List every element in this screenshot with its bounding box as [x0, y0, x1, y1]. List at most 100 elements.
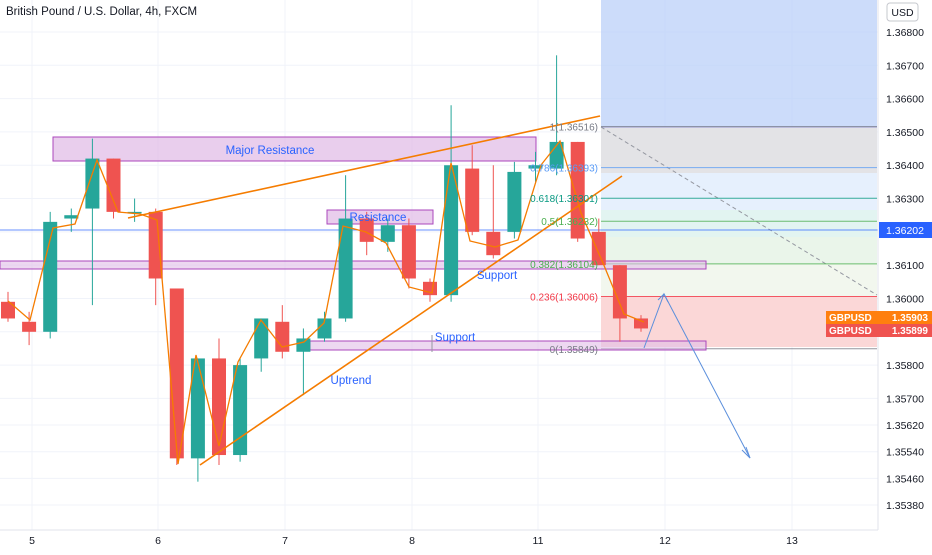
candle-body [127, 211, 142, 214]
support-upper-label: Support [477, 270, 518, 282]
fib-zone-gray [601, 127, 877, 173]
candle-down[interactable] [634, 315, 648, 332]
resistance-label: Resistance [350, 212, 407, 224]
candle-up[interactable] [338, 175, 353, 322]
candle-up[interactable] [64, 208, 79, 232]
candle-down[interactable] [22, 311, 37, 346]
candle-down[interactable] [359, 211, 374, 256]
price-tick-label: 1.35380 [886, 500, 924, 512]
uptrend-label: Uptrend [331, 375, 372, 387]
candle-body [591, 231, 606, 266]
arrow-head-icon [741, 446, 751, 459]
price-tick-label: 1.36800 [886, 27, 924, 39]
candle-body [212, 358, 226, 456]
time-axis-ticks[interactable]: 5 6 7 8 11 12 13 [29, 535, 798, 547]
candle-body [317, 318, 332, 339]
time-tick-label: 6 [155, 535, 161, 547]
candle-body [549, 141, 564, 169]
candle-up[interactable] [190, 358, 205, 482]
currency-button[interactable] [886, 2, 919, 22]
candle-body [64, 215, 79, 219]
candle-down[interactable] [1, 291, 15, 322]
marker-red-price: 1.35899 [892, 326, 929, 337]
arrow-peak-icon [657, 293, 669, 303]
candle-body [465, 168, 480, 232]
candle-body [1, 301, 15, 319]
candle-body [169, 288, 184, 459]
support-zone-upper[interactable] [0, 260, 707, 270]
upper-trendline[interactable] [127, 115, 601, 219]
time-tick-label: 13 [786, 535, 798, 547]
candle-down[interactable] [465, 145, 480, 236]
marker-orange [826, 311, 932, 324]
candle-up[interactable] [85, 138, 100, 306]
candle-body [612, 265, 627, 319]
fib-level-label: 0.786(1.36393) [530, 164, 598, 175]
candle-body [401, 225, 416, 279]
candle-up[interactable] [43, 211, 58, 339]
candle-down[interactable] [486, 165, 501, 259]
candle-body [106, 158, 121, 212]
fibonacci-labels: 1(1.36516) 0.786(1.36393) 0.618(1.36301) 0.… [530, 123, 598, 356]
price-tick-label: 1.35700 [886, 393, 924, 405]
candle-up[interactable] [444, 105, 459, 302]
price-tick-label: 1.36600 [886, 94, 924, 106]
candle-up[interactable] [317, 311, 332, 342]
candle-body [254, 318, 269, 359]
price-tick-label: 1.35540 [886, 447, 924, 459]
candle-body [338, 218, 353, 319]
fib-zone-teal [601, 210, 877, 237]
projection-blue-zone [601, 0, 877, 127]
candle-body [190, 358, 205, 459]
price-tick-label: 1.36700 [886, 60, 924, 72]
candle-body [43, 221, 58, 332]
time-tick-label: 12 [659, 535, 671, 547]
resistance-zone[interactable] [326, 209, 434, 225]
marker-red-symbol: GBPUSD [829, 326, 872, 337]
fib-level-label: 0.382(1.36104) [530, 260, 598, 271]
marker-red [826, 324, 932, 337]
time-tick-label: 8 [409, 535, 415, 547]
fib-level-label: 1(1.36516) [550, 123, 598, 134]
price-axis[interactable] [878, 0, 932, 550]
major-resistance-label: Major Resistance [226, 145, 315, 157]
fib-diagonal [600, 126, 878, 296]
swing-path [7, 139, 645, 465]
candle-up[interactable] [296, 328, 311, 396]
projection-zones [600, 0, 878, 347]
candle-down[interactable] [275, 305, 290, 359]
candle-body [85, 158, 100, 209]
candle-body [275, 321, 290, 352]
symbol-markers: GBPUSD 1.35903 GBPUSD 1.35899 [826, 311, 932, 337]
price-tick-label: 1.36300 [886, 194, 924, 206]
chart-title: British Pound / U.S. Dollar, 4h, FXCM [6, 6, 197, 18]
uptrend-line[interactable] [199, 175, 623, 466]
fib-zone-light-blue [601, 173, 877, 210]
candle-up[interactable] [254, 318, 269, 372]
candle-body [22, 321, 37, 332]
candle-body [233, 365, 248, 456]
candle-up[interactable] [507, 161, 522, 239]
currency-label: USD [891, 7, 914, 19]
candle-up[interactable] [528, 151, 543, 182]
sr-zones [0, 136, 707, 351]
price-tick-label: 1.35460 [886, 473, 924, 485]
candle-up[interactable] [127, 198, 142, 222]
candle-down[interactable] [401, 218, 416, 289]
marker-orange-price: 1.35903 [892, 313, 929, 324]
candle-down[interactable] [106, 158, 121, 219]
time-tick-label: 11 [533, 535, 544, 547]
candle-down[interactable] [591, 218, 606, 266]
candle-down[interactable] [148, 208, 163, 306]
major-resistance-zone[interactable] [52, 136, 537, 162]
candle-up[interactable] [549, 55, 564, 176]
fib-level-label: 0.236(1.36006) [530, 292, 598, 303]
annotation-labels: Major Resistance Resistance Support Supp… [226, 145, 518, 387]
trend-lines [7, 115, 751, 466]
candle-body [634, 318, 648, 329]
time-tick-label: 7 [282, 535, 288, 547]
fib-level-label: 0.5(1.36232) [541, 217, 598, 228]
current-price-value: 1.36202 [886, 225, 924, 237]
candle-up[interactable] [233, 358, 248, 462]
